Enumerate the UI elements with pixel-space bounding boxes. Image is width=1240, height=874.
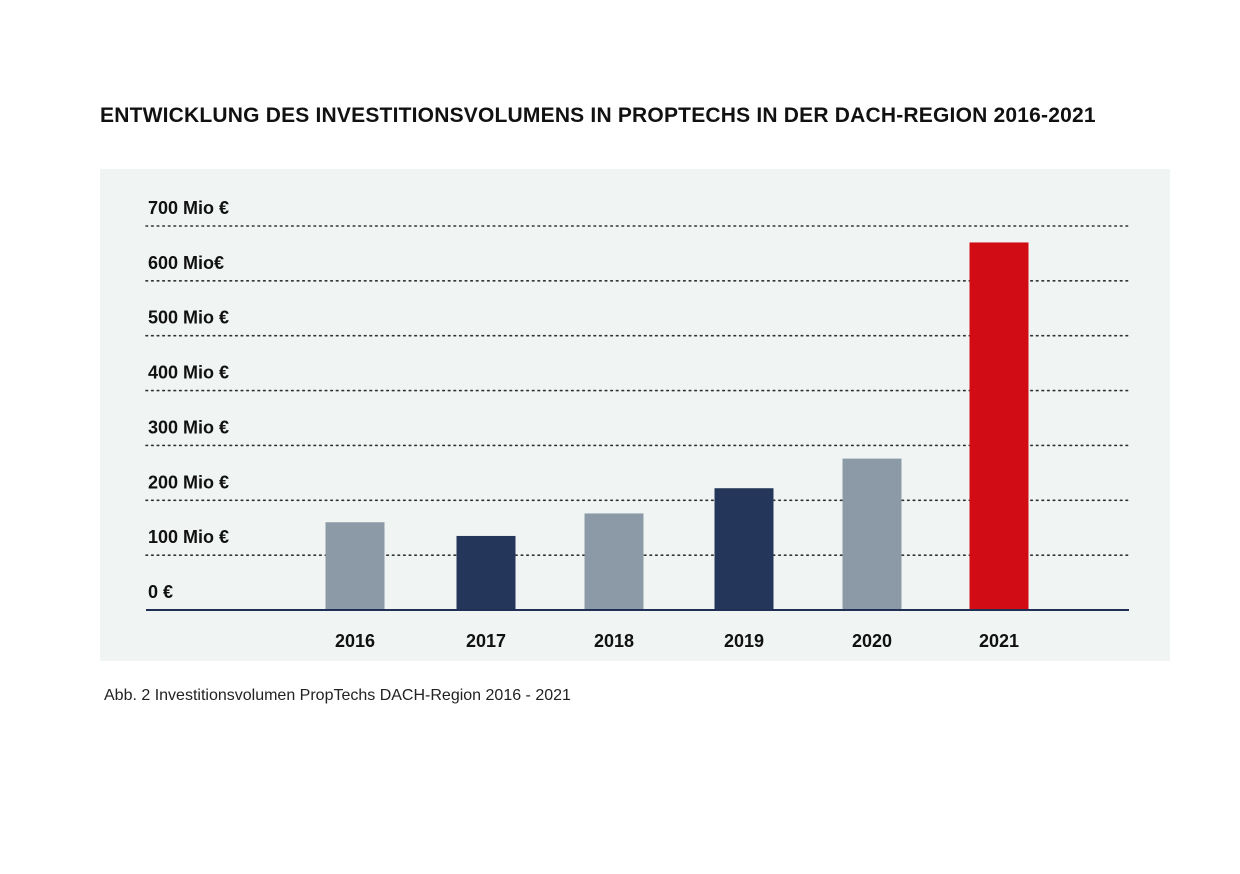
x-tick-label: 2020 bbox=[852, 631, 892, 651]
chart-title: ENTWICKLUNG DES INVESTITIONSVOLUMENS IN … bbox=[100, 104, 1096, 127]
bar-chart: 0 € 100 Mio € 200 Mio € 300 Mio € 400 Mio € 5… bbox=[145, 198, 1132, 651]
x-tick-label: 2019 bbox=[724, 631, 764, 651]
figure-caption: Abb. 2 Investitionsvolumen PropTechs DAC… bbox=[104, 687, 571, 704]
bars bbox=[325, 242, 1029, 610]
bar-2019 bbox=[714, 488, 774, 610]
y-tick-label: 600 Mio€ bbox=[148, 253, 224, 273]
x-axis-labels: 2016 2017 2018 2019 2020 2021 bbox=[335, 631, 1019, 651]
bar-2020 bbox=[842, 458, 902, 610]
x-tick-label: 2021 bbox=[979, 631, 1019, 651]
y-tick-label: 100 Mio € bbox=[148, 527, 229, 547]
chart-panel: 0 € 100 Mio € 200 Mio € 300 Mio € 400 Mio € 5… bbox=[100, 169, 1170, 661]
gridlines bbox=[145, 225, 1132, 556]
y-tick-label: 700 Mio € bbox=[148, 198, 229, 218]
y-tick-label: 0 € bbox=[148, 582, 173, 602]
bar-2016 bbox=[325, 522, 385, 610]
bar-2018 bbox=[584, 513, 644, 610]
bar-2017 bbox=[456, 535, 516, 610]
x-tick-label: 2016 bbox=[335, 631, 375, 651]
y-tick-label: 200 Mio € bbox=[148, 472, 229, 492]
y-tick-label: 500 Mio € bbox=[148, 308, 229, 328]
y-axis-labels: 0 € 100 Mio € 200 Mio € 300 Mio € 400 Mio € 5… bbox=[148, 198, 229, 602]
y-tick-label: 400 Mio € bbox=[148, 363, 229, 383]
x-tick-label: 2017 bbox=[466, 631, 506, 651]
y-tick-label: 300 Mio € bbox=[148, 417, 229, 437]
x-tick-label: 2018 bbox=[594, 631, 634, 651]
bar-2021 bbox=[969, 242, 1029, 610]
